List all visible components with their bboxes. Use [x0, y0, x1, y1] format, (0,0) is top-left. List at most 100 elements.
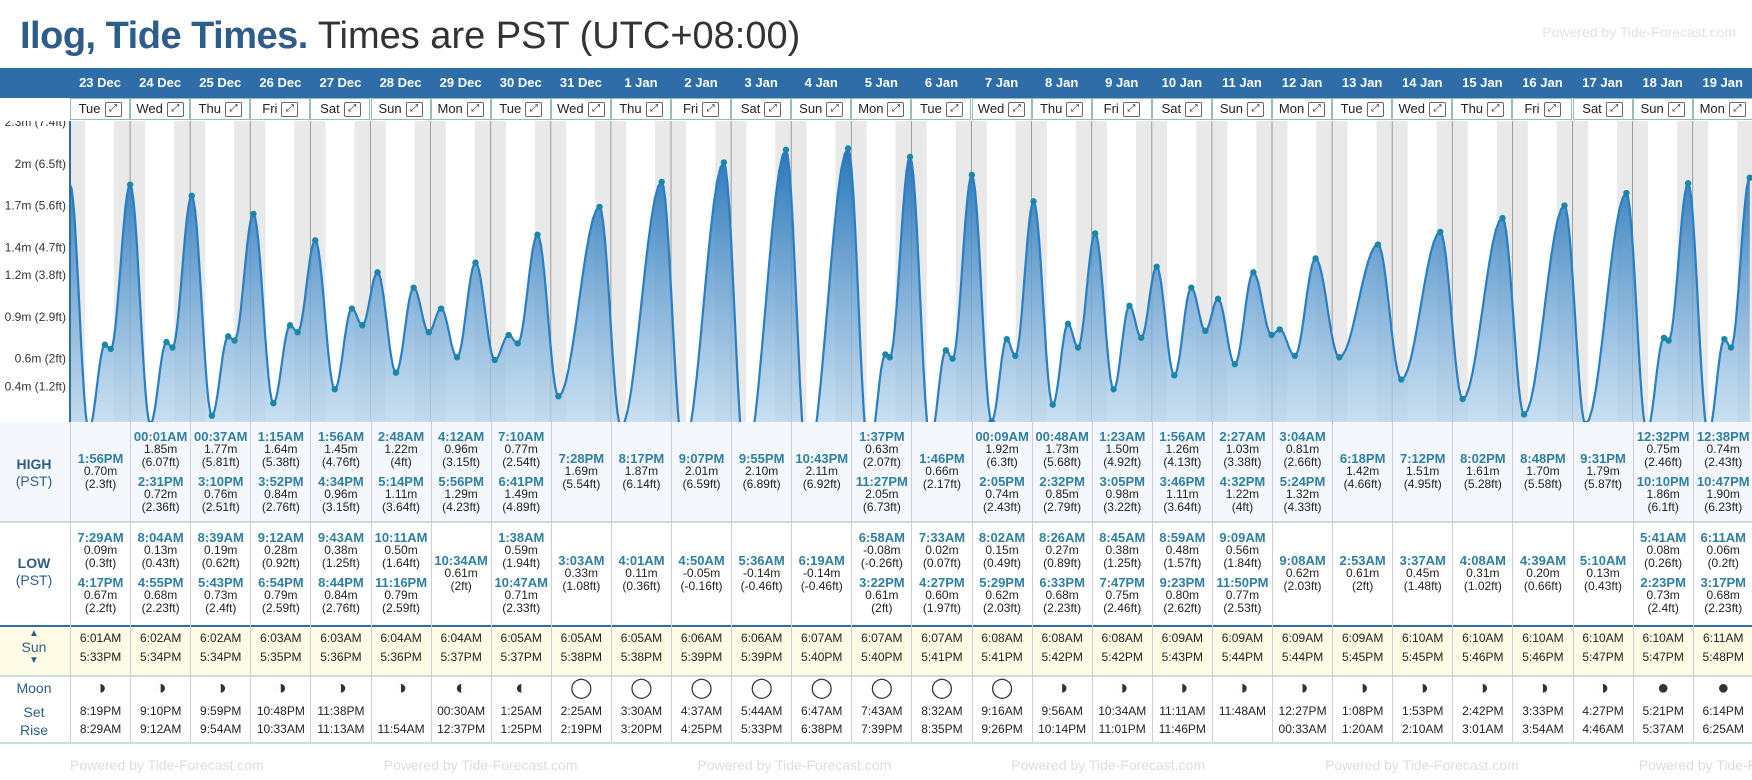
tide-point[interactable] — [208, 412, 216, 419]
tide-point[interactable] — [231, 337, 238, 344]
expand-icon[interactable]: ⤢ — [1667, 102, 1685, 118]
tide-point[interactable] — [1561, 202, 1568, 209]
tide-point[interactable] — [968, 171, 976, 179]
tide-point[interactable] — [1126, 302, 1133, 309]
weekday-cell[interactable]: Thu ⤢ — [1031, 98, 1092, 120]
tide-point[interactable] — [1064, 320, 1072, 328]
tide-point[interactable] — [1276, 326, 1283, 333]
expand-icon[interactable]: ⤢ — [1247, 102, 1264, 118]
tide-point[interactable] — [505, 331, 512, 339]
expand-icon[interactable]: ⤢ — [1366, 102, 1384, 118]
tide-point[interactable] — [658, 178, 665, 186]
tide-point[interactable] — [1312, 255, 1319, 262]
weekday-cell[interactable]: Sun ⤢ — [1211, 98, 1272, 120]
tide-point[interactable] — [1727, 344, 1735, 351]
weekday-cell[interactable]: Thu ⤢ — [610, 98, 671, 120]
tide-point[interactable] — [1250, 269, 1257, 276]
tide-point[interactable] — [596, 203, 603, 211]
tide-point[interactable] — [1746, 174, 1752, 181]
tide-point[interactable] — [534, 231, 541, 238]
weekday-cell[interactable]: Mon ⤢ — [1272, 98, 1333, 120]
tide-point[interactable] — [101, 341, 109, 348]
tide-point[interactable] — [1012, 352, 1019, 360]
tide-point[interactable] — [224, 333, 232, 340]
expand-icon[interactable]: ⤢ — [466, 102, 484, 118]
tide-point[interactable] — [1374, 241, 1382, 248]
tide-point[interactable] — [720, 159, 728, 166]
expand-icon[interactable]: ⤢ — [525, 102, 543, 118]
expand-icon[interactable]: ⤢ — [1728, 102, 1746, 118]
weekday-cell[interactable]: Wed ⤢ — [130, 98, 191, 120]
tide-point[interactable] — [1091, 230, 1099, 237]
tide-point[interactable] — [126, 181, 134, 188]
expand-icon[interactable]: ⤢ — [887, 102, 905, 118]
expand-icon[interactable]: ⤢ — [1487, 102, 1505, 118]
tide-point[interactable] — [374, 269, 381, 276]
tide-point[interactable] — [286, 322, 294, 329]
tide-point[interactable] — [1336, 354, 1343, 361]
expand-icon[interactable]: ⤢ — [104, 102, 122, 118]
tide-point[interactable] — [782, 146, 790, 154]
expand-icon[interactable]: ⤢ — [224, 102, 242, 118]
weekday-cell[interactable]: Fri ⤢ — [250, 98, 311, 120]
tide-point[interactable] — [1171, 372, 1178, 379]
tide-point[interactable] — [348, 305, 356, 312]
tide-point[interactable] — [270, 399, 277, 407]
tide-point[interactable] — [410, 284, 417, 291]
tide-point[interactable] — [312, 237, 319, 244]
tide-point[interactable] — [886, 354, 893, 361]
tide-point[interactable] — [1202, 327, 1209, 335]
tide-point[interactable] — [107, 345, 114, 353]
tide-point[interactable] — [294, 329, 301, 336]
tide-point[interactable] — [1660, 334, 1668, 341]
weekday-cell[interactable]: Sun ⤢ — [370, 98, 431, 120]
expand-icon[interactable]: ⤢ — [645, 102, 663, 118]
tide-point[interactable] — [1437, 228, 1444, 236]
weekday-cell[interactable]: Mon ⤢ — [851, 98, 912, 120]
tide-point[interactable] — [1623, 189, 1630, 197]
tide-point[interactable] — [188, 192, 195, 200]
expand-icon[interactable]: ⤢ — [764, 102, 782, 118]
weekday-cell[interactable]: Mon ⤢ — [1692, 98, 1752, 120]
tide-point[interactable] — [491, 356, 498, 364]
tide-point[interactable] — [906, 153, 914, 161]
expand-icon[interactable]: ⤢ — [1428, 102, 1446, 118]
weekday-cell[interactable]: Mon ⤢ — [430, 98, 491, 120]
weekday-cell[interactable]: Fri ⤢ — [1091, 98, 1152, 120]
weekday-cell[interactable]: Tue ⤢ — [911, 98, 972, 120]
tide-point[interactable] — [942, 347, 950, 354]
tide-point[interactable] — [453, 354, 461, 361]
tide-point[interactable] — [1049, 401, 1056, 408]
weekday-cell[interactable]: Wed ⤢ — [971, 98, 1032, 120]
tide-point[interactable] — [1138, 334, 1145, 341]
tide-point[interactable] — [1291, 352, 1299, 360]
tide-point[interactable] — [1030, 198, 1037, 205]
tide-point[interactable] — [1003, 335, 1010, 343]
tide-point[interactable] — [169, 344, 176, 351]
expand-icon[interactable]: ⤢ — [166, 102, 184, 118]
tide-point[interactable] — [1231, 361, 1239, 368]
expand-icon[interactable]: ⤢ — [826, 102, 844, 118]
weekday-cell[interactable]: Fri ⤢ — [671, 98, 732, 120]
tide-point[interactable] — [1268, 331, 1275, 339]
expand-icon[interactable]: ⤢ — [1605, 102, 1623, 118]
tide-point[interactable] — [1665, 337, 1672, 344]
weekday-cell[interactable]: Wed ⤢ — [1392, 98, 1453, 120]
tide-point[interactable] — [1721, 335, 1728, 343]
tide-point[interactable] — [844, 145, 852, 152]
tide-point[interactable] — [1520, 411, 1528, 418]
tide-point[interactable] — [1499, 214, 1506, 222]
weekday-cell[interactable]: Tue ⤢ — [1332, 98, 1393, 120]
tide-point[interactable] — [1188, 284, 1195, 291]
expand-icon[interactable]: ⤢ — [1308, 102, 1326, 118]
weekday-cell[interactable]: Sun ⤢ — [1632, 98, 1693, 120]
expand-icon[interactable]: ⤢ — [1122, 102, 1140, 118]
tide-point[interactable] — [1684, 180, 1692, 187]
tide-point[interactable] — [1153, 263, 1160, 270]
expand-icon[interactable]: ⤢ — [702, 102, 720, 118]
tide-point[interactable] — [392, 369, 400, 376]
expand-icon[interactable]: ⤢ — [343, 102, 361, 118]
expand-icon[interactable]: ⤢ — [1008, 102, 1026, 118]
weekday-cell[interactable]: Sat ⤢ — [310, 98, 371, 120]
expand-icon[interactable]: ⤢ — [281, 102, 299, 118]
